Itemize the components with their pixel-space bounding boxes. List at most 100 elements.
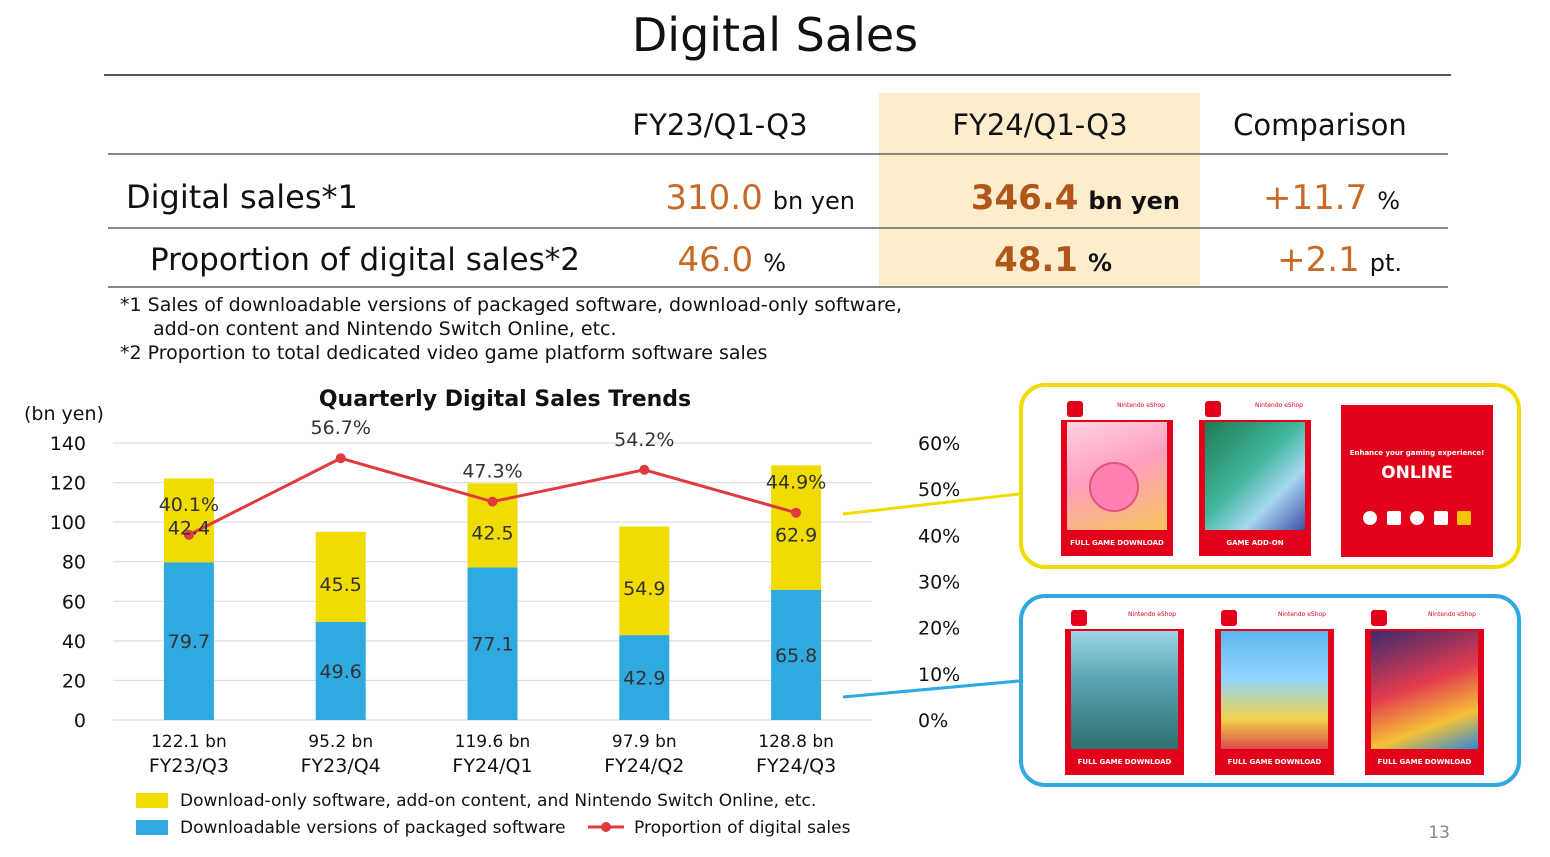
bar-packaged bbox=[467, 567, 518, 720]
y-tick-label: 60 bbox=[62, 591, 86, 613]
title-divider bbox=[104, 74, 1451, 76]
legend-swatch-download-only bbox=[136, 793, 168, 808]
digital-sales-chart: 79.7 42.4 49.6 45.5 77.1 42.5 42.9 54.9 65.8 62.9… bbox=[24, 387, 960, 838]
bar-label-download-only: 62.9 bbox=[775, 525, 817, 547]
kirby-card-image: Nintendo eShop FULL GAME DOWNLOAD bbox=[1061, 398, 1173, 556]
x-tick-label: FY24/Q1 bbox=[452, 755, 532, 777]
proportion-point bbox=[335, 453, 346, 464]
zelda-card-image: Nintendo eShop FULL GAME DOWNLOAD bbox=[1065, 607, 1184, 775]
proportion-fy23-unit: % bbox=[763, 249, 786, 277]
download-only-connector bbox=[842, 492, 1020, 516]
chart-axes: Quarterly Digital Sales Trends (bn yen) 0 2… bbox=[24, 387, 960, 777]
digital-sales-comparison-unit: % bbox=[1377, 187, 1400, 215]
proportion-point bbox=[639, 464, 650, 475]
x-tick-label: FY24/Q2 bbox=[604, 755, 684, 777]
bar-packaged bbox=[315, 621, 366, 720]
y-tick-label: 80 bbox=[62, 552, 86, 574]
legend-label-download-only: Download-only software, add-on content, … bbox=[180, 791, 816, 811]
digital-sales-comparison: +11.7% bbox=[1210, 178, 1400, 218]
y2-tick-label: 10% bbox=[918, 664, 960, 686]
nso-logo-text: ONLINE bbox=[1381, 463, 1453, 483]
y2-tick-label: 40% bbox=[918, 525, 960, 547]
proportion-fy24-unit: % bbox=[1087, 249, 1112, 277]
y-tick-label: 40 bbox=[62, 631, 86, 653]
packaged-products-panel: Nintendo eShop FULL GAME DOWNLOAD Ninten… bbox=[1019, 594, 1521, 787]
bar-label-packaged: 49.6 bbox=[320, 661, 362, 683]
legend-label-proportion: Proportion of digital sales bbox=[634, 818, 851, 838]
packaged-connector bbox=[842, 679, 1020, 699]
proportion-label: 44.9% bbox=[766, 472, 826, 494]
row-label-digital-sales: Digital sales*1 bbox=[126, 178, 358, 216]
header-fy24: FY24/Q1-Q3 bbox=[952, 108, 1128, 142]
digital-sales-fy23-value: 310.0 bbox=[665, 178, 763, 218]
digital-sales-fy23-unit: bn yen bbox=[772, 187, 855, 215]
digital-sales-fy24-unit: bn yen bbox=[1088, 187, 1180, 215]
nso-tagline: Enhance your gaming experience! bbox=[1349, 449, 1485, 457]
nintendo-switch-online-card-image: Enhance your gaming experience! ONLINE bbox=[1341, 405, 1493, 557]
y2-tick-label: 30% bbox=[918, 572, 960, 594]
y-tick-label: 120 bbox=[50, 473, 86, 495]
fy24-highlight bbox=[879, 93, 1200, 287]
header-fy23: FY23/Q1-Q3 bbox=[632, 108, 808, 142]
y-tick-label: 20 bbox=[62, 670, 86, 692]
proportion-comparison: +2.1 pt. bbox=[1210, 240, 1402, 280]
chart-line bbox=[183, 453, 802, 540]
y-tick-label: 0 bbox=[74, 710, 86, 732]
row-label-proportion: Proportion of digital sales*2 bbox=[150, 242, 580, 278]
nso-icon-row bbox=[1363, 511, 1471, 525]
proportion-label: 56.7% bbox=[311, 417, 371, 439]
y-tick-label: 140 bbox=[50, 433, 86, 455]
bar-packaged bbox=[163, 562, 214, 720]
proportion-label: 54.2% bbox=[614, 429, 674, 451]
y2-tick-label: 50% bbox=[918, 479, 960, 501]
note-1: *1 Sales of downloadable versions of pac… bbox=[120, 294, 902, 316]
chart-legend: Download-only software, add-on content, … bbox=[136, 791, 851, 838]
x-tick-label: FY23/Q3 bbox=[149, 755, 229, 777]
bar-label-download-only: 54.9 bbox=[623, 578, 665, 600]
slide-title: Digital Sales bbox=[631, 8, 919, 62]
y2-tick-label: 20% bbox=[918, 618, 960, 640]
table-rule-middle bbox=[108, 227, 1448, 229]
bar-packaged bbox=[771, 589, 822, 720]
proportion-fy23-value: 46.0 bbox=[677, 240, 754, 280]
legend-swatch-packaged bbox=[136, 820, 168, 835]
download-only-products-panel: Nintendo eShop FULL GAME DOWNLOAD Ninten… bbox=[1019, 383, 1521, 569]
proportion-fy23: 46.0% bbox=[600, 240, 786, 280]
bar-label-download-only: 42.5 bbox=[471, 522, 513, 544]
proportion-point bbox=[487, 496, 498, 507]
note-1-cont: add-on content and Nintendo Switch Onlin… bbox=[153, 318, 617, 340]
x-total-label: 119.6 bn bbox=[455, 732, 531, 752]
table-rule-bottom bbox=[108, 286, 1448, 288]
legend-marker-proportion bbox=[601, 822, 611, 832]
bar-packaged bbox=[619, 635, 670, 720]
chart-bars bbox=[163, 465, 822, 720]
proportion-label: 47.3% bbox=[462, 461, 522, 483]
digital-sales-fy23: 310.0 bn yen bbox=[600, 178, 855, 218]
x-total-label: 97.9 bn bbox=[612, 732, 677, 752]
bar-label-packaged: 79.7 bbox=[168, 631, 210, 653]
proportion-label: 40.1% bbox=[159, 494, 219, 516]
header-comparison: Comparison bbox=[1233, 108, 1407, 142]
proportion-fy24: 48.1% bbox=[880, 240, 1112, 280]
x-total-label: 95.2 bn bbox=[308, 732, 373, 752]
note-2: *2 Proportion to total dedicated video g… bbox=[120, 342, 768, 364]
chart-title: Quarterly Digital Sales Trends bbox=[319, 387, 691, 412]
x-total-label: 122.1 bn bbox=[151, 732, 227, 752]
bar-download-only bbox=[315, 531, 366, 622]
proportion-point bbox=[791, 507, 802, 518]
proportion-comparison-unit: pt. bbox=[1369, 249, 1402, 277]
legend-label-packaged: Downloadable versions of packaged softwa… bbox=[180, 818, 566, 838]
bar-label-download-only: 45.5 bbox=[320, 574, 362, 596]
pokemon-dlc-card-image: Nintendo eShop GAME ADD-ON bbox=[1199, 398, 1311, 556]
digital-sales-fy24: 346.4 bn yen bbox=[880, 178, 1180, 218]
page-number: 13 bbox=[1428, 823, 1450, 843]
chart-labels: 79.7 42.4 49.6 45.5 77.1 42.5 42.9 54.9 65.8 62.9… bbox=[159, 417, 827, 689]
bar-label-packaged: 42.9 bbox=[623, 668, 665, 690]
digital-sales-fy24-value: 346.4 bbox=[970, 178, 1079, 218]
proportion-fy24-value: 48.1 bbox=[994, 240, 1078, 280]
bar-download-only bbox=[163, 478, 214, 563]
bar-label-packaged: 65.8 bbox=[775, 645, 817, 667]
x-tick-label: FY24/Q3 bbox=[756, 755, 836, 777]
bar-label-download-only: 42.4 bbox=[168, 517, 210, 539]
